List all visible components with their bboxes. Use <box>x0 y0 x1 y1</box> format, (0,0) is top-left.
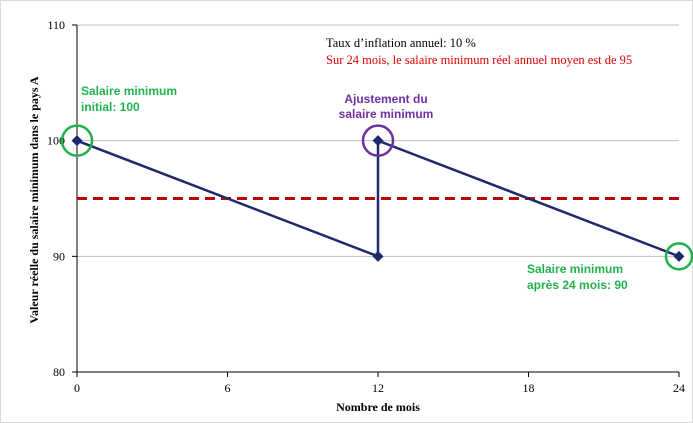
initial-label-line1: Salaire minimum <box>81 84 177 98</box>
adjust-label-line1: Ajustement du <box>344 92 427 106</box>
x-tick-label-0: 0 <box>74 381 80 395</box>
tick-labels: 80 90 100 110 0 6 12 18 24 <box>47 18 685 395</box>
data-point-0 <box>71 135 83 147</box>
x-axis-title: Nombre de mois <box>336 400 420 414</box>
y-tick-label-110: 110 <box>47 18 65 32</box>
adjust-label-line2: salaire minimum <box>339 107 434 121</box>
highlight-circle-final <box>664 242 693 271</box>
x-tick-label-24: 24 <box>673 381 685 395</box>
x-tick-label-18: 18 <box>523 381 535 395</box>
highlight-circles <box>60 124 693 271</box>
initial-label-line2: initial: 100 <box>81 100 140 114</box>
y-tick-label-90: 90 <box>53 249 65 263</box>
final-label-line1: Salaire minimum <box>527 262 623 276</box>
average-note: Sur 24 mois, le salaire minimum réel ann… <box>326 53 632 67</box>
data-point-1 <box>372 250 384 262</box>
y-tick-label-100: 100 <box>47 134 65 148</box>
data-point-3 <box>673 250 685 262</box>
data-point-2 <box>372 135 384 147</box>
y-axis-title: Valeur réelle du salaire minimum dans le… <box>27 76 41 323</box>
series-group <box>71 135 685 262</box>
x-tick-label-12: 12 <box>372 381 384 395</box>
x-tick-label-6: 6 <box>225 381 231 395</box>
highlight-circle-initial <box>60 124 94 157</box>
highlight-circle-adjust <box>361 124 395 157</box>
axes <box>72 24 680 377</box>
inflation-note: Taux d’inflation annuel: 10 % <box>326 36 476 50</box>
final-label-line2: après 24 mois: 90 <box>527 278 628 292</box>
y-tick-label-80: 80 <box>53 365 65 379</box>
series-line <box>76 138 680 259</box>
